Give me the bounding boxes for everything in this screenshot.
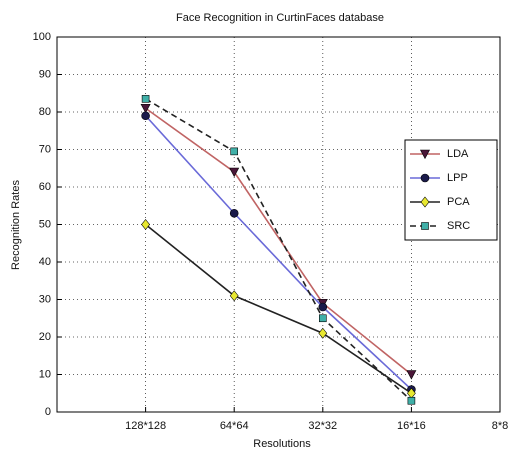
marker (229, 208, 239, 218)
marker (141, 95, 150, 103)
y-axis-label: Recognition Rates (10, 180, 22, 270)
marker (406, 370, 417, 380)
series-line (145, 223, 412, 394)
marker (318, 302, 328, 312)
marker (229, 167, 240, 178)
y-tick-label: 20 (39, 331, 51, 343)
marker (421, 222, 429, 230)
axes-frame (56, 36, 501, 413)
marker (230, 147, 238, 156)
y-tick-label: 100 (33, 31, 51, 43)
marker (318, 314, 327, 323)
legend-label: LDA (447, 148, 469, 160)
x-tick-label: 128*128 (125, 420, 166, 432)
x-tick-label: 64*64 (220, 420, 249, 432)
x-tick-label: 8*8 (492, 420, 509, 432)
marker (407, 396, 416, 405)
x-tick-label: 32*32 (308, 420, 337, 432)
series-line (145, 115, 412, 391)
marker (141, 219, 150, 230)
y-tick-label: 90 (39, 68, 51, 80)
marker (420, 173, 430, 183)
y-tick-label: 40 (39, 256, 51, 268)
marker (420, 196, 430, 208)
legend-label: PCA (447, 196, 470, 208)
y-tick-label: 30 (39, 293, 51, 305)
legend-label: LPP (447, 172, 468, 184)
marker (229, 290, 239, 302)
marker (141, 111, 150, 121)
series-line (145, 98, 412, 402)
chart-title: Face Recognition in CurtinFaces database (176, 12, 384, 24)
y-tick-label: 60 (39, 181, 51, 193)
y-tick-label: 80 (39, 106, 51, 118)
x-tick-label: 16*16 (397, 420, 426, 432)
x-axis-label: Resolutions (253, 438, 311, 450)
legend-box (404, 139, 498, 241)
marker (140, 103, 151, 114)
legend-label: SRC (447, 220, 470, 232)
y-tick-label: 70 (39, 143, 51, 155)
y-tick-label: 0 (45, 406, 51, 418)
y-tick-label: 10 (39, 368, 51, 380)
marker (420, 149, 430, 160)
y-tick-label: 50 (39, 218, 51, 230)
series-line (145, 107, 412, 376)
marker (318, 327, 328, 339)
